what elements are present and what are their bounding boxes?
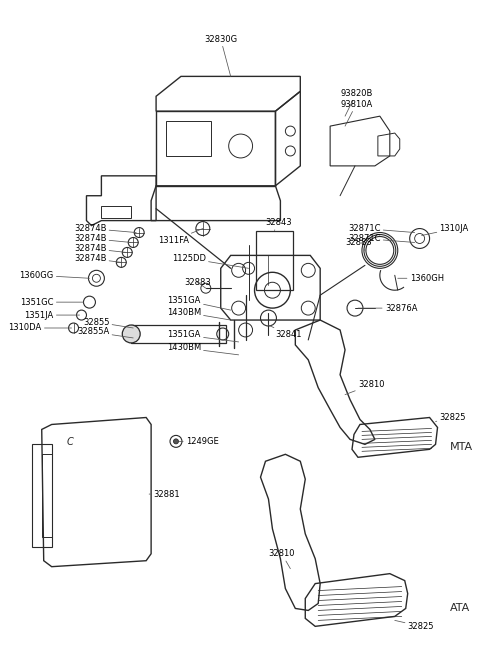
Text: 1430BM: 1430BM: [167, 308, 231, 320]
Text: 32874B: 32874B: [74, 234, 131, 243]
Text: 1310DA: 1310DA: [9, 324, 72, 333]
Text: 32871C: 32871C: [348, 224, 415, 233]
Text: 32825: 32825: [435, 413, 466, 422]
Text: 32883: 32883: [345, 238, 372, 250]
Text: 32810: 32810: [268, 550, 295, 569]
Text: 32841: 32841: [268, 325, 302, 339]
Bar: [101, 206, 131, 217]
Text: 32855: 32855: [83, 318, 133, 328]
Text: 93820B: 93820B: [340, 89, 372, 116]
Text: 1430BM: 1430BM: [167, 343, 239, 355]
Text: 93810A: 93810A: [340, 100, 372, 126]
Text: 32825: 32825: [395, 620, 434, 631]
Text: MTA: MTA: [449, 442, 473, 453]
Text: 32871C: 32871C: [348, 234, 415, 243]
Text: 32843: 32843: [265, 218, 292, 231]
Text: 32810: 32810: [345, 380, 384, 394]
Text: 32881: 32881: [149, 489, 180, 498]
Circle shape: [122, 325, 140, 343]
Text: 1360GG: 1360GG: [19, 271, 89, 280]
Text: 1351JA: 1351JA: [24, 310, 80, 320]
Bar: [166, 121, 211, 156]
Text: 1249GE: 1249GE: [179, 437, 219, 446]
Bar: [255, 231, 293, 290]
Text: C: C: [66, 438, 73, 447]
Text: 32874B: 32874B: [74, 244, 126, 253]
Text: 1360GH: 1360GH: [398, 274, 444, 283]
Text: 1351GC: 1351GC: [20, 297, 84, 307]
Text: 32883: 32883: [184, 278, 211, 288]
Text: 1351GA: 1351GA: [168, 331, 239, 342]
Text: 32874B: 32874B: [74, 224, 136, 233]
Text: 32855A: 32855A: [77, 328, 133, 338]
Text: 1351GA: 1351GA: [168, 295, 231, 310]
Bar: [131, 325, 226, 343]
Text: ATA: ATA: [449, 603, 470, 614]
Text: 1311FA: 1311FA: [158, 229, 203, 245]
Circle shape: [173, 439, 179, 444]
Text: 1125DD: 1125DD: [172, 254, 249, 269]
Text: 32874B: 32874B: [74, 254, 121, 263]
Text: 1310JA: 1310JA: [421, 224, 469, 236]
Text: 32876A: 32876A: [358, 304, 417, 312]
Text: 32830G: 32830G: [204, 35, 237, 77]
